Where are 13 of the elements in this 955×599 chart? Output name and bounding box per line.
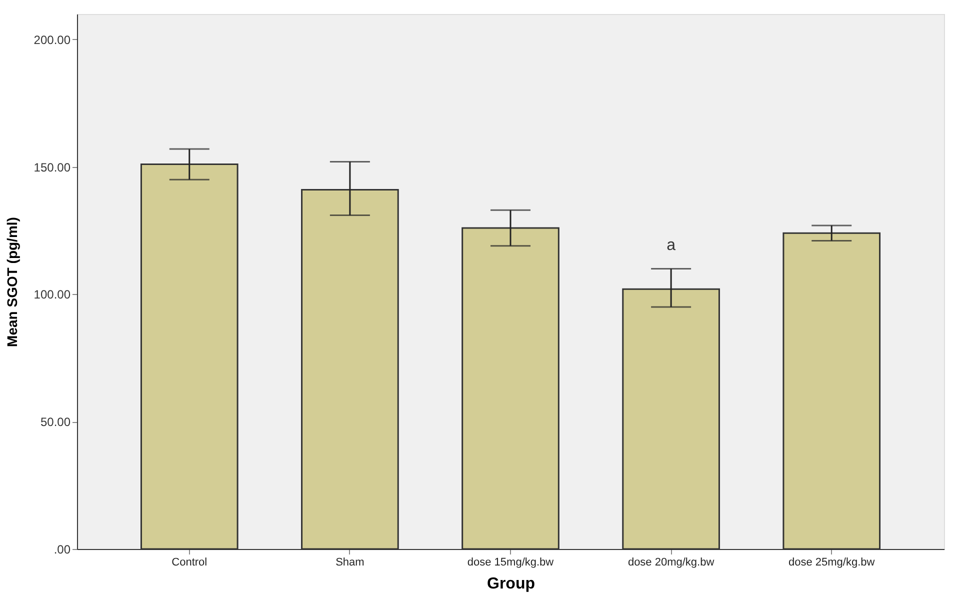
x-tick-label: Sham (336, 556, 364, 568)
x-tick-label: dose 15mg/kg.bw (467, 556, 554, 568)
y-tick-label: 200.00 (34, 32, 71, 47)
annotation: a (666, 236, 676, 254)
x-axis-title: Group (487, 576, 536, 592)
y-tick-label: .00 (54, 542, 71, 556)
x-tick-label: dose 20mg/kg.bw (628, 556, 714, 568)
x-tick-label: Control (172, 556, 208, 568)
y-tick-label: 50.00 (40, 415, 71, 430)
y-tick-label: 100.00 (34, 288, 71, 302)
x-tick-label: dose 25mg/kg.bw (788, 556, 875, 568)
y-tick-label: 150.00 (34, 160, 71, 174)
y-axis-title: Mean SGOT (pg/ml) (4, 217, 20, 347)
